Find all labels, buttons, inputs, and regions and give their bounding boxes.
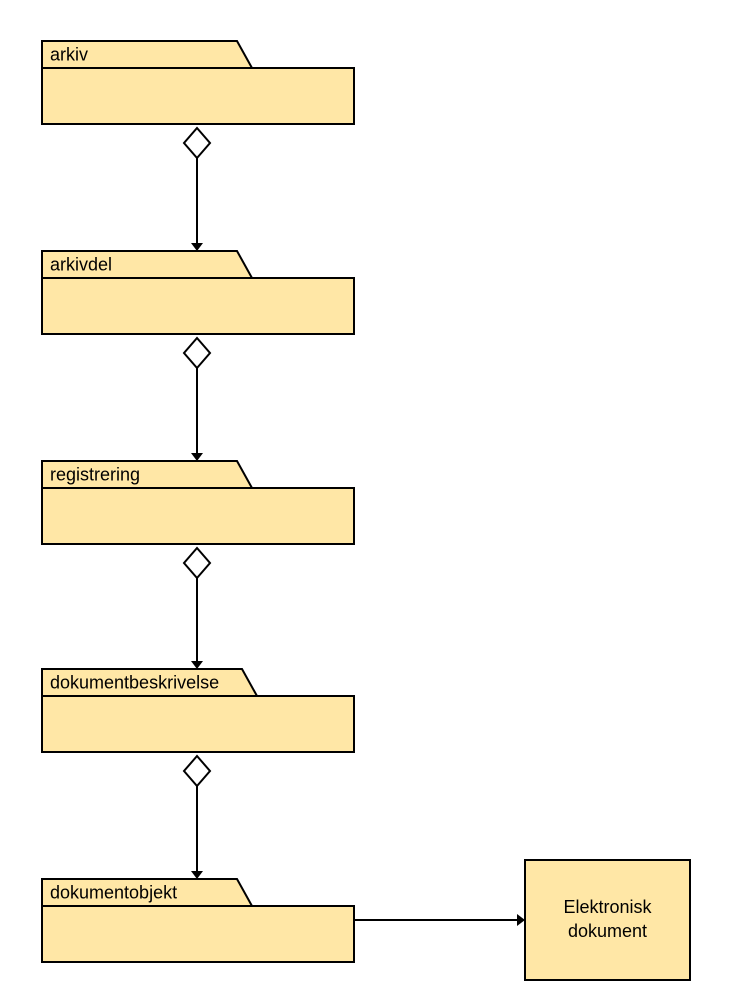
composition-diamond bbox=[184, 548, 210, 578]
arrowhead-icon bbox=[191, 243, 203, 251]
composition-edge-dokumentbeskrivelse-dokumentobjekt bbox=[184, 756, 210, 879]
package-label-arkiv: arkiv bbox=[50, 44, 88, 64]
composition-diamond bbox=[184, 756, 210, 786]
package-arkiv: arkiv bbox=[42, 41, 354, 124]
package-dokumentbeskrivelse: dokumentbeskrivelse bbox=[42, 669, 354, 752]
composition-diamond bbox=[184, 338, 210, 368]
arrowhead-icon bbox=[191, 453, 203, 461]
package-dokumentobjekt: dokumentobjekt bbox=[42, 879, 354, 962]
composition-diamond bbox=[184, 128, 210, 158]
package-label-dokumentbeskrivelse: dokumentbeskrivelse bbox=[50, 672, 219, 692]
arrowhead-icon bbox=[191, 871, 203, 879]
arrowhead-icon bbox=[517, 914, 525, 926]
arrowhead-icon bbox=[191, 661, 203, 669]
composition-edge-arkivdel-registrering bbox=[184, 338, 210, 461]
package-label-arkivdel: arkivdel bbox=[50, 254, 112, 274]
class-label-line2: dokument bbox=[568, 921, 647, 941]
class-elektronisk-dokument: Elektronisk dokument bbox=[525, 860, 690, 980]
package-label-dokumentobjekt: dokumentobjekt bbox=[50, 882, 177, 902]
class-label-line1: Elektronisk bbox=[563, 897, 652, 917]
association-dokumentobjekt-elektronisk-dokument bbox=[354, 914, 525, 926]
package-registrering: registrering bbox=[42, 461, 354, 544]
package-arkivdel: arkivdel bbox=[42, 251, 354, 334]
package-label-registrering: registrering bbox=[50, 464, 140, 484]
composition-edge-arkiv-arkivdel bbox=[184, 128, 210, 251]
composition-edge-registrering-dokumentbeskrivelse bbox=[184, 548, 210, 669]
